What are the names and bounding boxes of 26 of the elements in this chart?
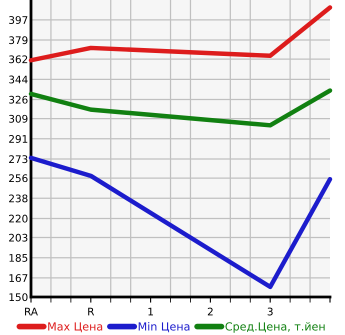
y-tick-label: 309 [9, 114, 28, 123]
y-tick-label: 220 [9, 214, 28, 223]
y-tick-label: 273 [9, 155, 28, 164]
line-series [28, 5, 332, 62]
y-tick-label: 185 [9, 254, 28, 262]
x-tick-label: 3 [268, 308, 273, 316]
x-tick-label: R [88, 308, 94, 316]
y-tick-label: 238 [9, 194, 28, 202]
x-tick-label: RA [25, 308, 38, 316]
y-tick-label: 291 [9, 135, 28, 143]
y-tick-label: 326 [9, 96, 28, 104]
y-tick-label: 203 [9, 234, 28, 242]
legend-label: Max Цена [48, 322, 102, 332]
y-tick-label: 397 [9, 16, 28, 24]
y-tick-label: 379 [9, 36, 28, 44]
y-tick-label: 167 [9, 274, 28, 282]
y-tick-label: 256 [9, 174, 28, 182]
legend-label: Min Цена [138, 322, 190, 332]
y-tick-label: 150 [9, 293, 28, 302]
y-tick-label: 344 [9, 76, 28, 84]
legend-label: Сред.Цена, т.йен [225, 322, 325, 333]
line-series [28, 88, 332, 128]
x-tick-label: 1 [148, 308, 153, 316]
y-tick-label: 362 [9, 55, 28, 64]
line-series [28, 156, 332, 290]
x-tick-label: 2 [208, 308, 213, 316]
